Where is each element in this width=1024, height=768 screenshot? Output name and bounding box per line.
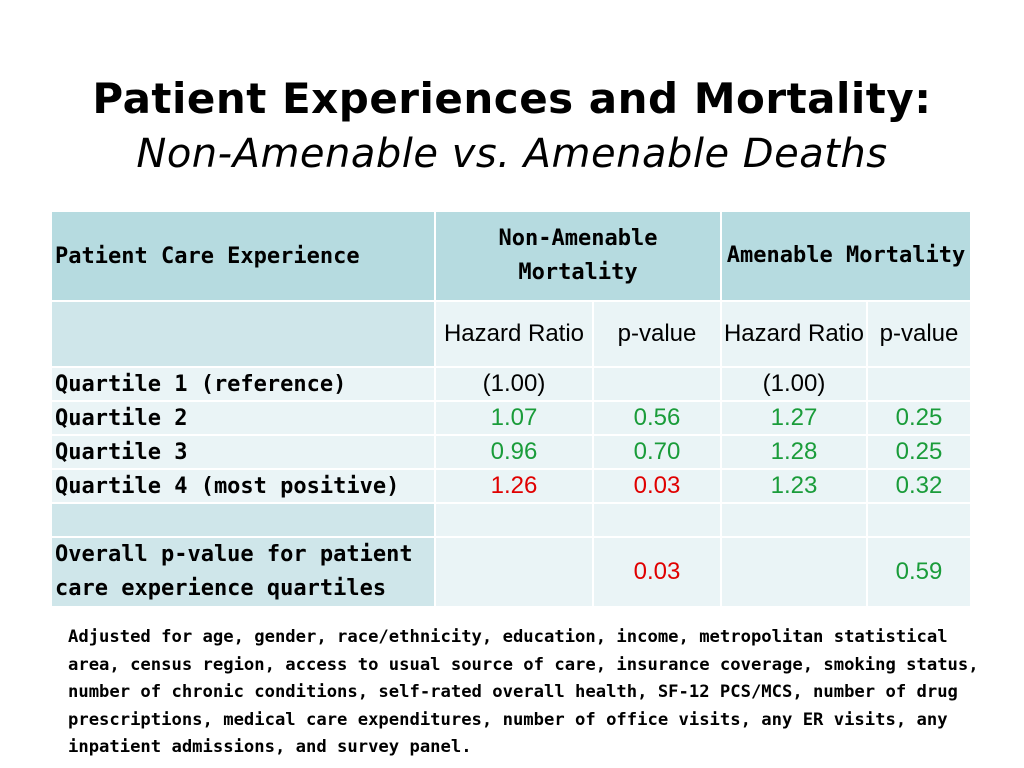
q2-na-hazard-ratio: 1.07	[436, 402, 592, 434]
q2-a-hazard-ratio: 1.27	[722, 402, 866, 434]
spacer-cell	[722, 504, 866, 536]
q3-a-hazard-ratio: 1.28	[722, 436, 866, 468]
spacer-cell	[868, 504, 970, 536]
subheader-a-hazard-ratio: Hazard Ratio	[722, 302, 866, 366]
q3-na-p-value: 0.70	[594, 436, 720, 468]
q4-a-p-value: 0.32	[868, 470, 970, 502]
table-header-row: Patient Care Experience Non-Amenable Mor…	[52, 212, 970, 300]
row-label-quartile-4: Quartile 4 (most positive)	[52, 470, 434, 502]
header-patient-care-experience: Patient Care Experience	[52, 212, 434, 300]
q3-a-p-value: 0.25	[868, 436, 970, 468]
header-non-amenable-mortality: Non-Amenable Mortality	[436, 212, 720, 300]
table-row: Quartile 3 0.96 0.70 1.28 0.25	[52, 436, 970, 468]
q4-na-hazard-ratio: 1.26	[436, 470, 592, 502]
slide-title: Patient Experiences and Mortality: Non-A…	[0, 72, 1024, 182]
overall-na-empty	[436, 538, 592, 606]
row-label-overall-p-value: Overall p-value for patient care experie…	[52, 538, 434, 606]
title-main: Patient Experiences and Mortality:	[92, 74, 932, 123]
table-overall-row: Overall p-value for patient care experie…	[52, 538, 970, 606]
results-table: Patient Care Experience Non-Amenable Mor…	[50, 210, 972, 608]
table-spacer-row	[52, 504, 970, 536]
q2-a-p-value: 0.25	[868, 402, 970, 434]
table-row: Quartile 1 (reference) (1.00) (1.00)	[52, 368, 970, 400]
q4-na-p-value: 0.03	[594, 470, 720, 502]
subheader-a-p-value: p-value	[868, 302, 970, 366]
table-subheader-row: Hazard Ratio p-value Hazard Ratio p-valu…	[52, 302, 970, 366]
title-subtitle: Non-Amenable vs. Amenable Deaths	[136, 131, 888, 177]
q2-na-p-value: 0.56	[594, 402, 720, 434]
spacer-cell	[436, 504, 592, 536]
overall-a-p-value: 0.59	[868, 538, 970, 606]
row-label-quartile-1: Quartile 1 (reference)	[52, 368, 434, 400]
table-row: Quartile 2 1.07 0.56 1.27 0.25	[52, 402, 970, 434]
header-amenable-mortality: Amenable Mortality	[722, 212, 970, 300]
subheader-na-p-value: p-value	[594, 302, 720, 366]
q3-na-hazard-ratio: 0.96	[436, 436, 592, 468]
q1-na-p-value	[594, 368, 720, 400]
adjustment-footnote: Adjusted for age, gender, race/ethnicity…	[68, 627, 979, 757]
subheader-na-hazard-ratio: Hazard Ratio	[436, 302, 592, 366]
q4-a-hazard-ratio: 1.23	[722, 470, 866, 502]
overall-a-empty	[722, 538, 866, 606]
spacer-cell	[594, 504, 720, 536]
q1-a-p-value	[868, 368, 970, 400]
spacer-cell	[52, 504, 434, 536]
row-label-quartile-2: Quartile 2	[52, 402, 434, 434]
q1-a-hazard-ratio: (1.00)	[722, 368, 866, 400]
subheader-empty	[52, 302, 434, 366]
overall-na-p-value: 0.03	[594, 538, 720, 606]
q1-na-hazard-ratio: (1.00)	[436, 368, 592, 400]
row-label-quartile-3: Quartile 3	[52, 436, 434, 468]
table-row: Quartile 4 (most positive) 1.26 0.03 1.2…	[52, 470, 970, 502]
